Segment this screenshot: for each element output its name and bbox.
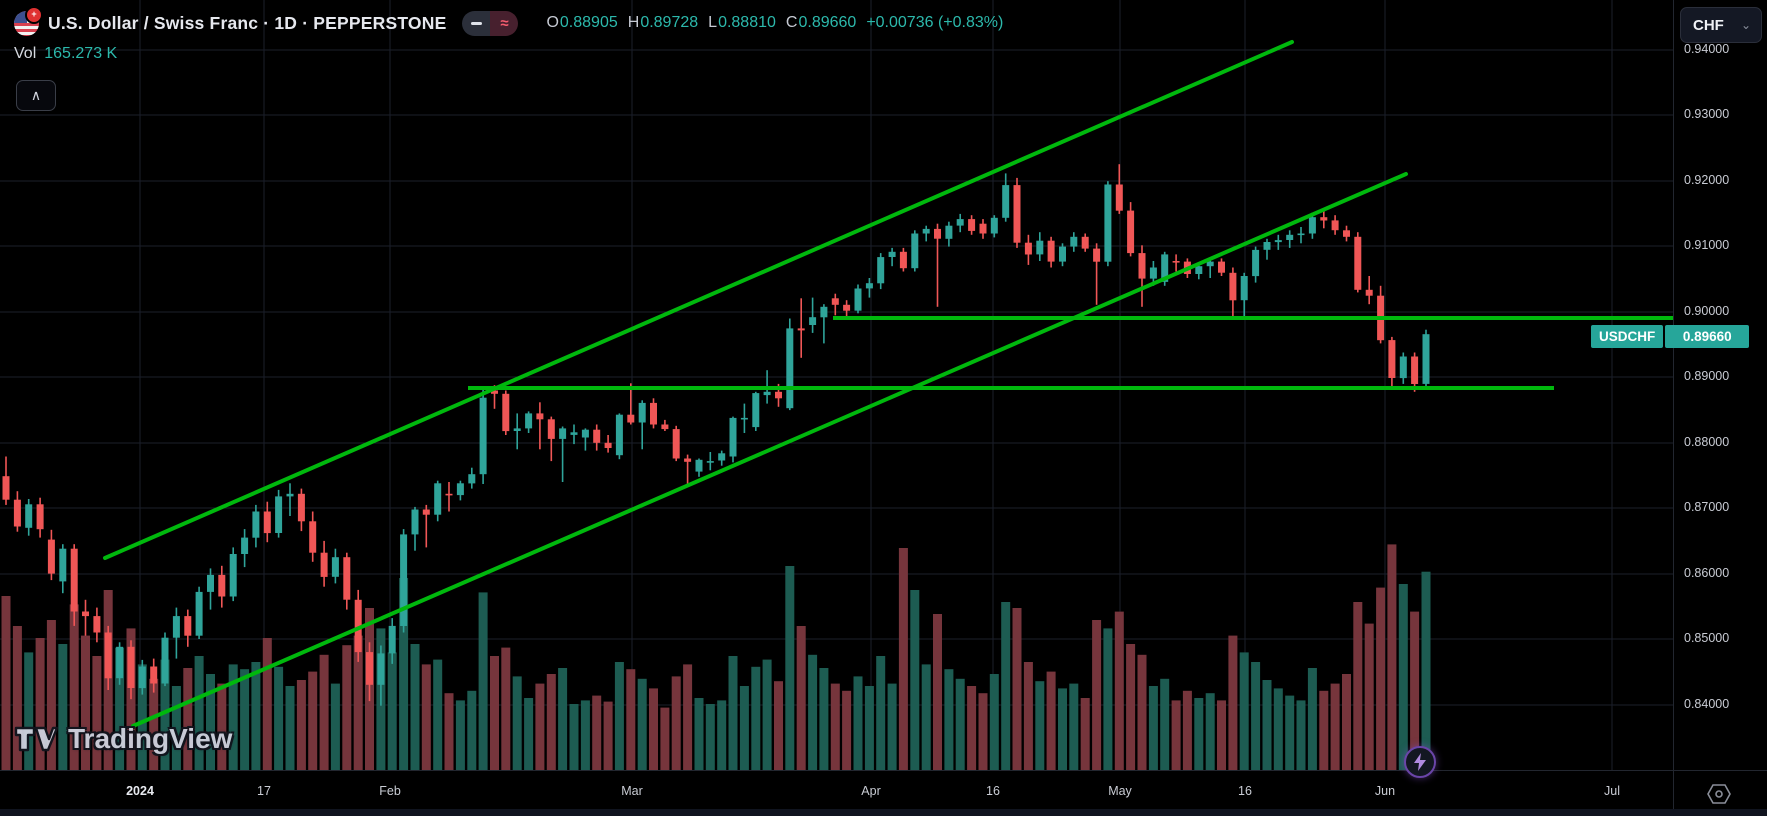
- price-axis-label: 0.86000: [1684, 566, 1730, 580]
- ohlc-readout: O 0.88905 H 0.89728 L 0.88810 C 0.89660 +0.0…: [536, 14, 1003, 32]
- last-price-value: 0.89660: [1665, 325, 1750, 348]
- currency-dropdown[interactable]: CHF ⌄: [1680, 7, 1762, 43]
- price-axis-label: 0.91000: [1684, 238, 1730, 252]
- price-axis-label: 0.88000: [1684, 435, 1730, 449]
- indicator-toggle-pills[interactable]: ≈: [462, 10, 519, 36]
- open-label: O: [546, 14, 559, 31]
- time-axis-label: Apr: [861, 784, 881, 798]
- candlestick-chart-canvas[interactable]: [0, 0, 1673, 770]
- symbol-title[interactable]: U.S. Dollar / Swiss Franc · 1D · PEPPERS…: [48, 12, 447, 33]
- tradingview-watermark: TradingView: [14, 722, 232, 756]
- bottom-strip: [0, 809, 1767, 816]
- dash-toggle-icon[interactable]: [462, 10, 491, 36]
- time-axis-label: 16: [986, 784, 1000, 798]
- open-value: 0.88905: [559, 14, 618, 31]
- time-axis-label: 16: [1238, 784, 1252, 798]
- wave-toggle-icon[interactable]: ≈: [490, 10, 519, 36]
- time-axis-label: Jul: [1604, 784, 1620, 798]
- price-axis-label: 0.90000: [1684, 304, 1730, 318]
- lightning-icon: [1414, 753, 1426, 771]
- price-axis-label: 0.84000: [1684, 697, 1730, 711]
- quick-trade-button[interactable]: [1404, 746, 1436, 778]
- price-axis-label: 0.93000: [1684, 107, 1730, 121]
- watermark-text: TradingView: [68, 723, 233, 754]
- time-axis-label: Mar: [621, 784, 643, 798]
- usdchf-flag-icon: +: [14, 5, 43, 36]
- high-label: H: [627, 14, 640, 31]
- change-value: +0.00736 (+0.83%): [866, 14, 1004, 31]
- axis-settings-button[interactable]: [1702, 778, 1736, 810]
- time-axis-label: 17: [257, 784, 271, 798]
- time-axis-label: 2024: [126, 784, 154, 798]
- high-value: 0.89728: [640, 14, 699, 31]
- symbol-header: + U.S. Dollar / Swiss Franc · 1D · PEPPE…: [14, 5, 1003, 37]
- volume-value: 165.273 K: [44, 45, 118, 62]
- price-axis-label: 0.87000: [1684, 500, 1730, 514]
- volume-label: Vol: [14, 45, 37, 62]
- time-axis-label: Feb: [379, 784, 401, 798]
- volume-readout: Vol 165.273 K: [14, 45, 117, 63]
- time-axis-label: May: [1108, 784, 1132, 798]
- axis-separator-horizontal: [0, 770, 1767, 771]
- close-label: C: [785, 14, 798, 31]
- collapse-panel-button[interactable]: ∧: [16, 80, 56, 111]
- time-axis-label: Jun: [1374, 784, 1396, 798]
- low-value: 0.88810: [718, 14, 776, 31]
- close-value: 0.89660: [798, 14, 857, 31]
- price-axis-label: 0.89000: [1684, 369, 1730, 383]
- tradingview-logo-icon: [14, 726, 58, 752]
- last-price-symbol: USDCHF: [1591, 325, 1664, 348]
- hexagon-icon: [1707, 784, 1731, 804]
- price-axis-label: 0.94000: [1684, 42, 1730, 56]
- axis-separator-vertical: [1673, 0, 1674, 816]
- price-axis[interactable]: 0.94000 0.93000 0.92000 0.91000 0.90000 0.890…: [1673, 0, 1767, 770]
- last-price-label: USDCHF 0.89660: [1591, 325, 1750, 348]
- price-axis-label: 0.85000: [1684, 631, 1730, 645]
- currency-dropdown-label: CHF: [1693, 16, 1724, 34]
- low-label: L: [708, 14, 718, 31]
- chevron-down-icon: ⌄: [1740, 18, 1751, 32]
- time-axis[interactable]: 2024 17 Feb Mar Apr 16 May 16 Jun Jul: [0, 770, 1767, 816]
- price-axis-label: 0.92000: [1684, 173, 1730, 187]
- chevron-up-icon: ∧: [30, 87, 42, 103]
